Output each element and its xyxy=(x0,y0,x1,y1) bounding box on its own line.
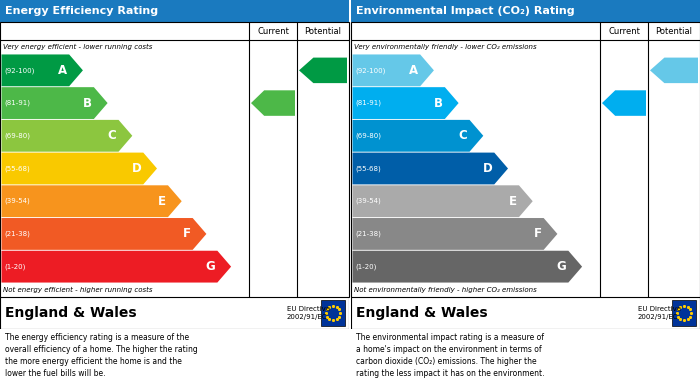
Text: (21-38): (21-38) xyxy=(355,231,381,237)
Text: 85: 85 xyxy=(267,98,281,108)
Text: England & Wales: England & Wales xyxy=(356,306,488,320)
Polygon shape xyxy=(1,152,157,185)
Text: G: G xyxy=(556,260,566,273)
Polygon shape xyxy=(1,54,83,86)
Text: A: A xyxy=(58,64,67,77)
Text: Very energy efficient - lower running costs: Very energy efficient - lower running co… xyxy=(3,44,153,50)
Text: (69-80): (69-80) xyxy=(4,133,30,139)
Text: (81-91): (81-91) xyxy=(355,100,381,106)
Text: Potential: Potential xyxy=(304,27,342,36)
Polygon shape xyxy=(353,54,434,86)
Polygon shape xyxy=(1,218,206,250)
Text: (21-38): (21-38) xyxy=(4,231,30,237)
Text: 87: 87 xyxy=(618,98,633,108)
Text: (39-54): (39-54) xyxy=(4,198,29,204)
Text: D: D xyxy=(482,162,492,175)
Text: A: A xyxy=(409,64,418,77)
Text: (1-20): (1-20) xyxy=(4,264,25,270)
Polygon shape xyxy=(602,90,646,116)
Text: (1-20): (1-20) xyxy=(355,264,377,270)
Polygon shape xyxy=(251,90,295,116)
Text: The energy efficiency rating is a measure of the
overall efficiency of a home. T: The energy efficiency rating is a measur… xyxy=(5,333,197,378)
Text: Current: Current xyxy=(608,27,640,36)
Text: (92-100): (92-100) xyxy=(355,67,386,74)
Polygon shape xyxy=(353,251,582,283)
Text: F: F xyxy=(183,228,190,240)
Text: England & Wales: England & Wales xyxy=(5,306,136,320)
Text: (39-54): (39-54) xyxy=(355,198,381,204)
Polygon shape xyxy=(353,87,458,119)
Text: G: G xyxy=(206,260,216,273)
Text: C: C xyxy=(108,129,117,142)
Text: 94: 94 xyxy=(317,65,332,75)
Text: The environmental impact rating is a measure of
a home's impact on the environme: The environmental impact rating is a mea… xyxy=(356,333,545,378)
Text: Current: Current xyxy=(257,27,289,36)
Text: (55-68): (55-68) xyxy=(4,165,29,172)
Text: E: E xyxy=(158,195,166,208)
Polygon shape xyxy=(1,120,132,152)
Bar xyxy=(672,300,696,326)
Text: D: D xyxy=(132,162,141,175)
Text: (81-91): (81-91) xyxy=(4,100,30,106)
Text: Environmental Impact (CO₂) Rating: Environmental Impact (CO₂) Rating xyxy=(356,6,575,16)
Polygon shape xyxy=(1,251,231,283)
Polygon shape xyxy=(650,57,698,83)
Text: F: F xyxy=(533,228,542,240)
Text: Not environmentally friendly - higher CO₂ emissions: Not environmentally friendly - higher CO… xyxy=(354,287,537,293)
Polygon shape xyxy=(353,218,557,250)
Text: Energy Efficiency Rating: Energy Efficiency Rating xyxy=(5,6,158,16)
Polygon shape xyxy=(353,120,483,152)
Text: (55-68): (55-68) xyxy=(355,165,381,172)
Text: EU Directive
2002/91/EC: EU Directive 2002/91/EC xyxy=(287,306,330,320)
Text: C: C xyxy=(458,129,468,142)
Text: (92-100): (92-100) xyxy=(4,67,34,74)
Polygon shape xyxy=(353,152,508,185)
Text: (69-80): (69-80) xyxy=(355,133,381,139)
Polygon shape xyxy=(1,87,108,119)
Text: B: B xyxy=(83,97,92,109)
Text: B: B xyxy=(434,97,443,109)
Polygon shape xyxy=(1,185,182,217)
Text: Not energy efficient - higher running costs: Not energy efficient - higher running co… xyxy=(3,287,153,293)
Text: 96: 96 xyxy=(668,65,682,75)
Text: Very environmentally friendly - lower CO₂ emissions: Very environmentally friendly - lower CO… xyxy=(354,44,537,50)
Text: Potential: Potential xyxy=(655,27,692,36)
Polygon shape xyxy=(299,57,347,83)
Text: EU Directive
2002/91/EC: EU Directive 2002/91/EC xyxy=(638,306,681,320)
Bar xyxy=(321,300,345,326)
Polygon shape xyxy=(353,185,533,217)
Text: E: E xyxy=(509,195,517,208)
